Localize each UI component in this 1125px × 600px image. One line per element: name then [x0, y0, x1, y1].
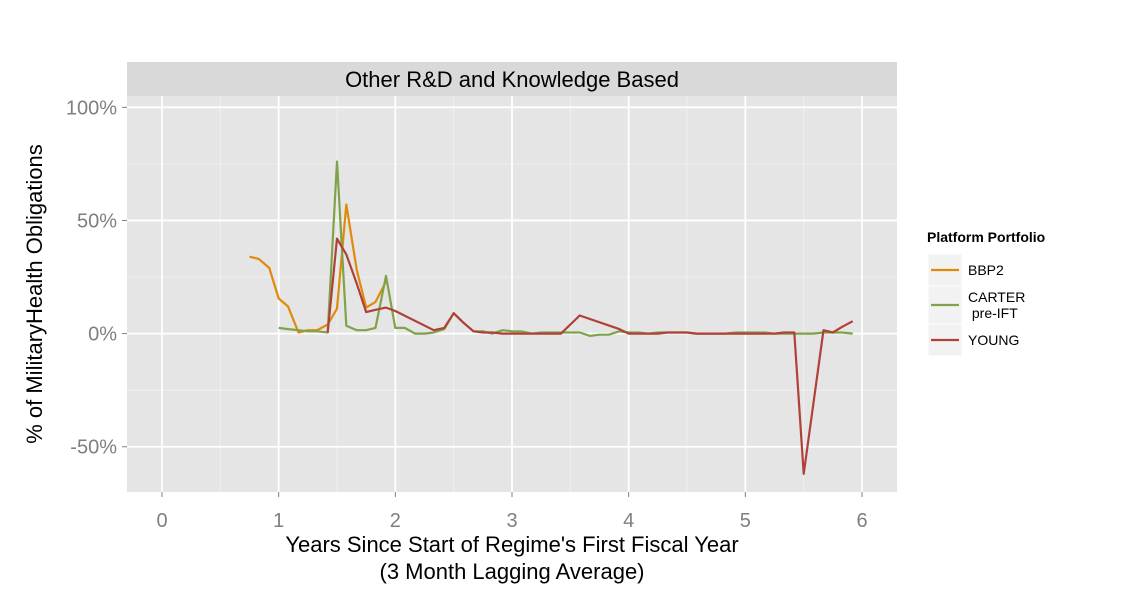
y-axis-title: % of MilitaryHealth Obligations — [22, 144, 47, 444]
x-axis-title-line2: (3 Month Lagging Average) — [380, 559, 645, 584]
x-tick-label: 0 — [156, 510, 167, 532]
x-axis: 0 1 2 3 4 5 6 — [156, 492, 868, 532]
x-tick-label: 1 — [273, 510, 284, 532]
legend-title: Platform Portfolio — [927, 229, 1045, 245]
series-layer — [249, 160, 854, 475]
y-tick-label: 0% — [88, 324, 117, 346]
y-tick-label: -50% — [70, 437, 117, 459]
legend-label: BBP2 — [968, 262, 1004, 278]
x-tick-label: 4 — [623, 510, 634, 532]
x-tick-label: 2 — [390, 510, 401, 532]
x-tick-label: 6 — [856, 510, 867, 532]
x-tick-label: 3 — [506, 510, 517, 532]
series-line-young — [326, 237, 854, 475]
legend-label: pre-IFT — [968, 305, 1018, 321]
x-tick-label: 5 — [740, 510, 751, 532]
legend-label: YOUNG — [968, 332, 1019, 348]
facet-title: Other R&D and Knowledge Based — [345, 67, 679, 92]
y-axis: 100% 50% 0% -50% — [66, 97, 127, 459]
facet-strip — [127, 62, 897, 96]
x-axis-title-line1: Years Since Start of Regime's First Fisc… — [285, 532, 738, 557]
y-tick-label: 100% — [66, 97, 117, 119]
legend-label: CARTER — [968, 289, 1025, 305]
legend: Platform Portfolio BBP2 CARTER pre-IFT YOU… — [927, 229, 1045, 357]
y-tick-label: 50% — [77, 210, 117, 232]
